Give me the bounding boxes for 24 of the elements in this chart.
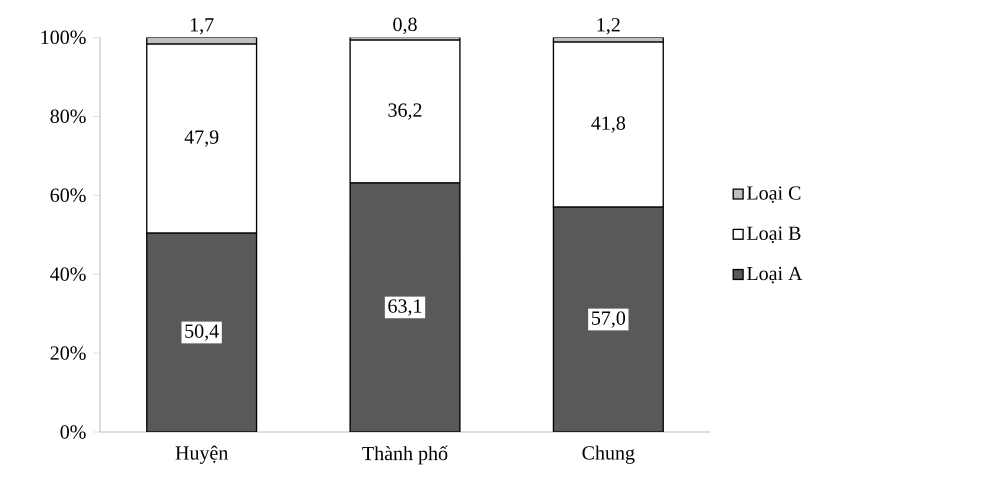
data-label: 0,8 [393,18,417,34]
legend-label: Loại C [747,186,800,203]
data-label: 57,0 [592,311,626,328]
y-tick-label: 100% [42,30,86,44]
data-label: 1,2 [598,18,620,34]
legend-label: Loại A [747,266,802,284]
bar [349,182,461,432]
data-label: 50,4 [185,324,219,341]
y-tick-label: 20% [50,346,86,360]
y-tick-label: 80% [50,109,86,124]
x-tick-label: Chung [582,446,635,464]
data-label: 1,7 [190,18,214,34]
bar [552,206,664,432]
x-tick-label: Thành phố [362,446,448,464]
y-tick-label: 60% [50,188,86,202]
data-label: 63,1 [388,299,422,316]
x-tick-label: Huyện [176,446,228,464]
data-label: 47,9 [184,130,218,147]
bar [146,232,258,432]
data-label: 41,8 [591,116,626,133]
y-tick-label: 40% [50,267,86,281]
y-tick-label: 0% [60,425,86,439]
data-label: 36,2 [388,103,422,120]
legend-label: Loại B [747,226,800,244]
